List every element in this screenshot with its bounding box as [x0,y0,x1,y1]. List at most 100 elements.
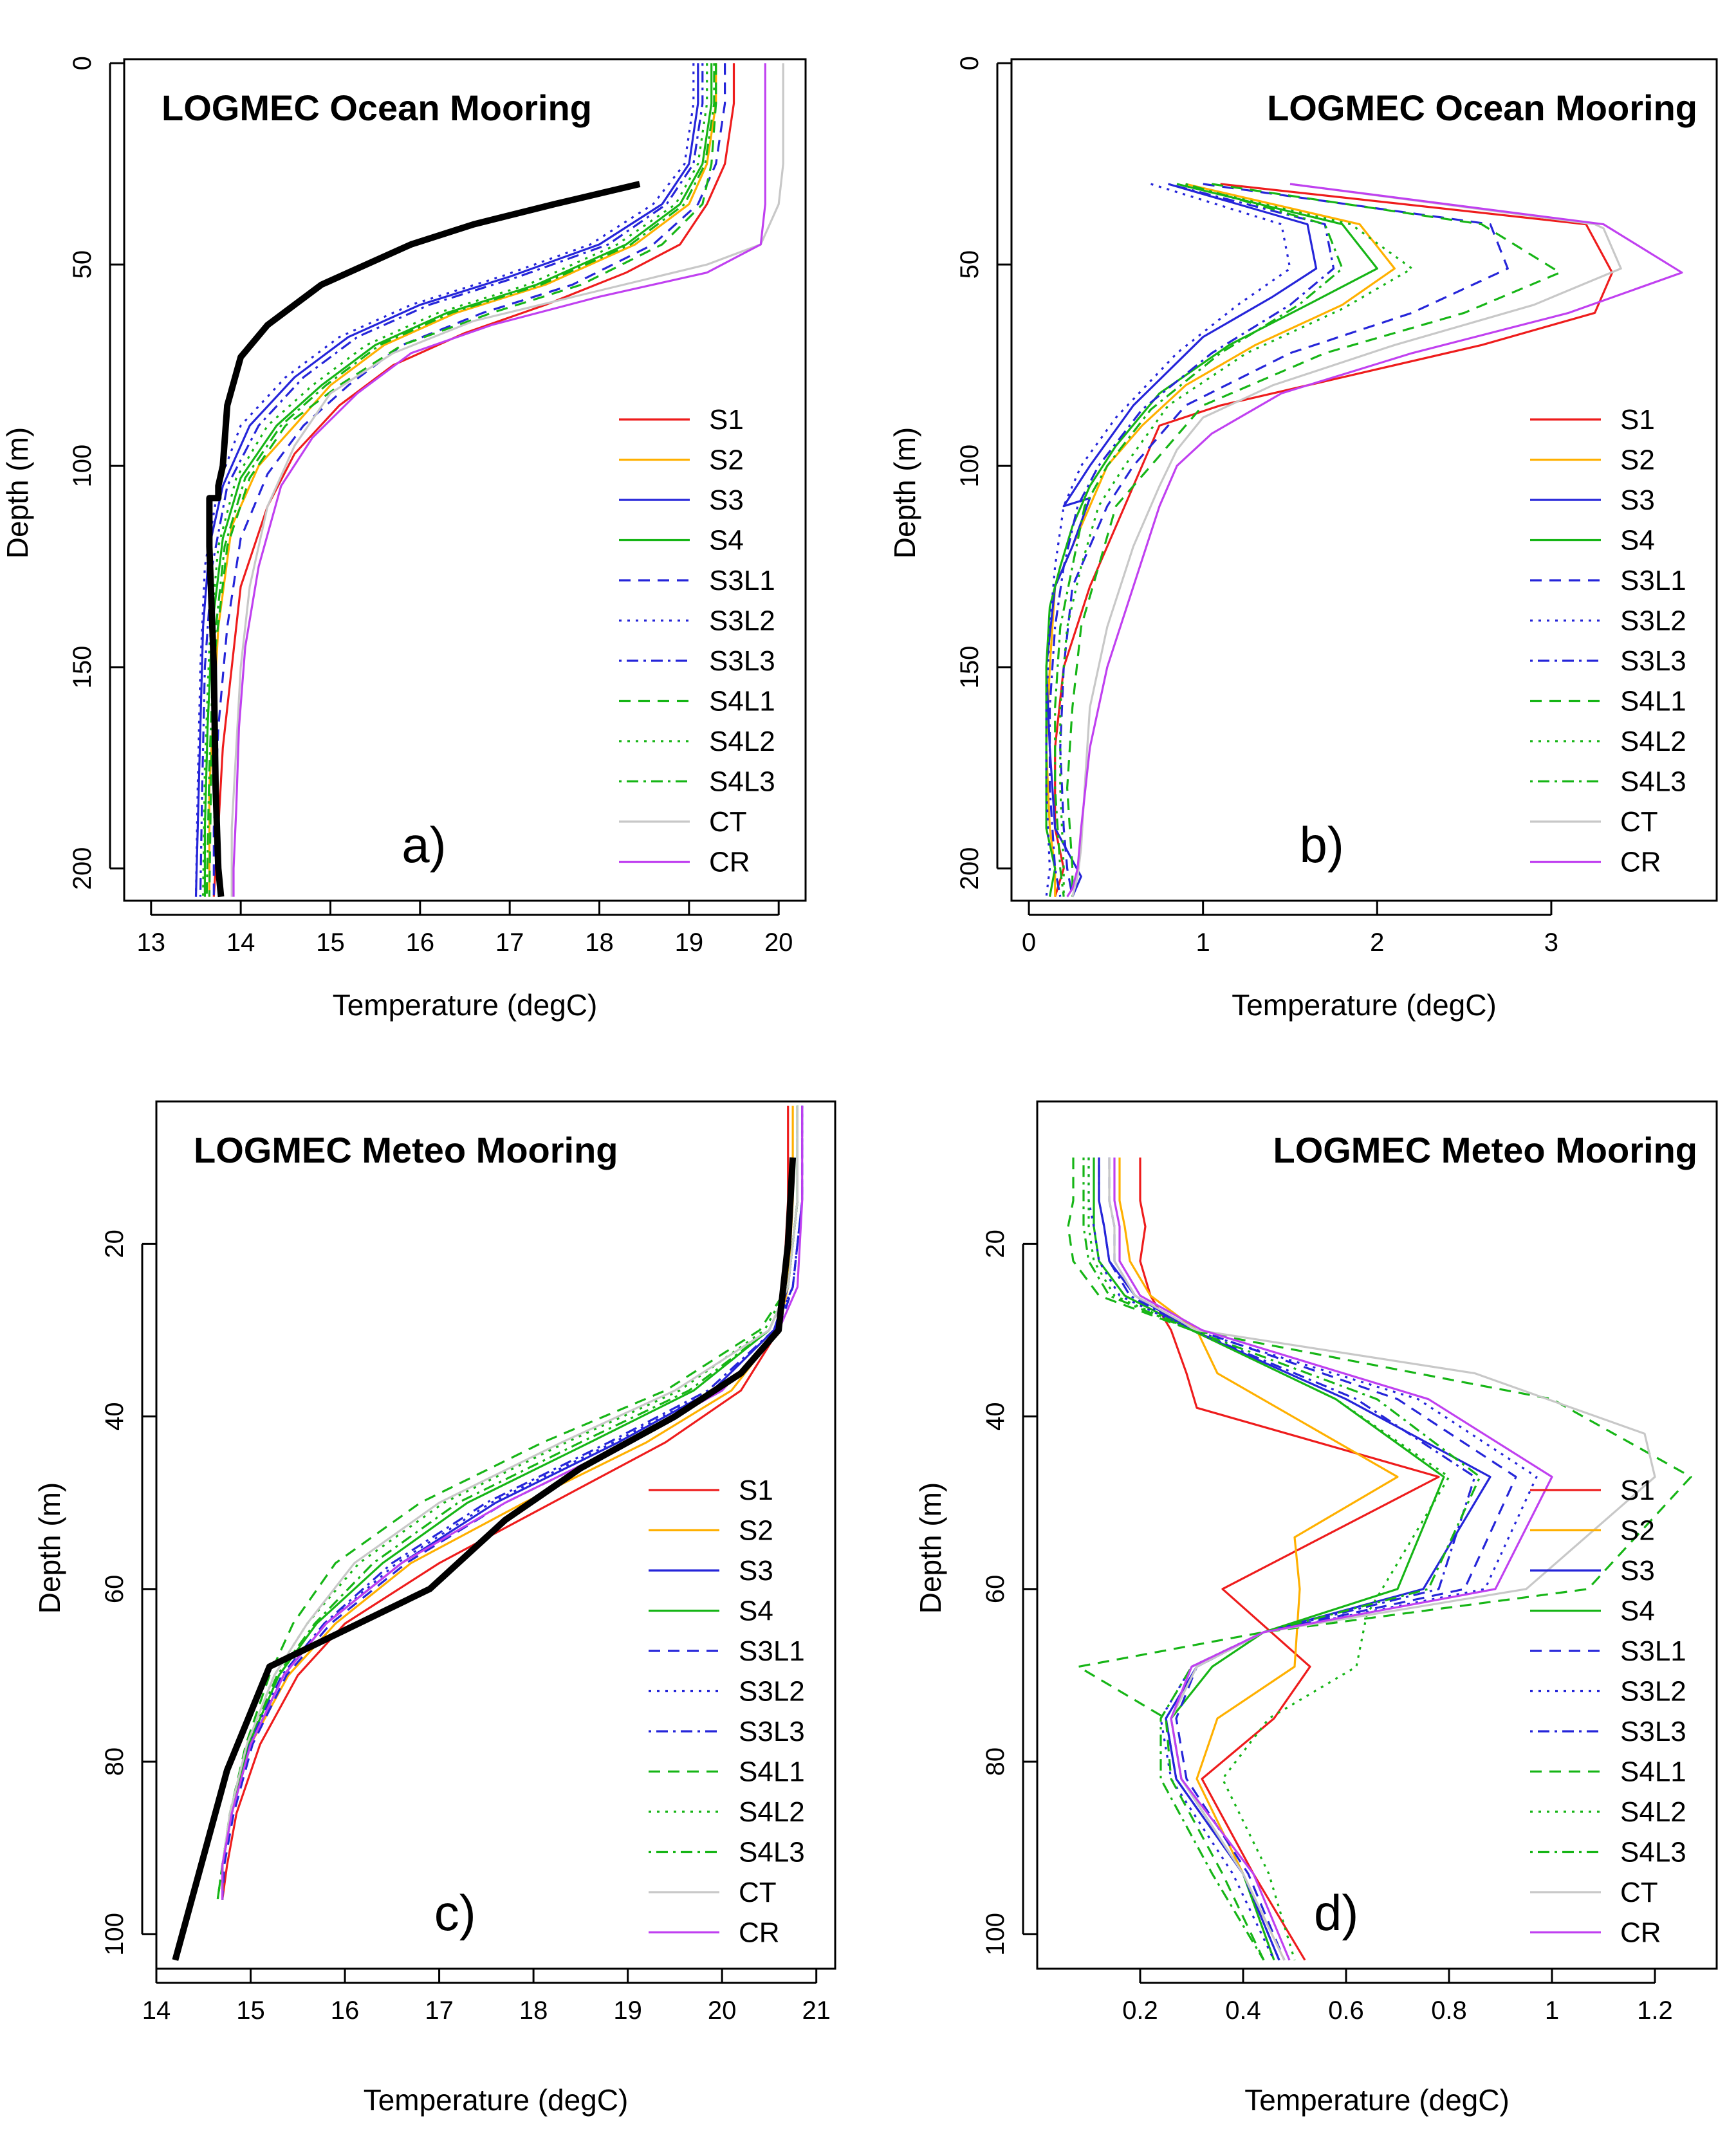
x-tick-label: 19 [675,928,704,957]
y-tick-label: 40 [981,1402,1010,1431]
x-tick-label: 15 [236,1996,265,2025]
panel-letter: b) [1300,816,1344,873]
legend-label-s3: S3 [1620,484,1655,516]
series-line-s3l2 [1087,1157,1538,1961]
series-line-s3l3 [1098,1157,1476,1961]
x-tick-label: 21 [802,1996,831,2025]
series-line-s4l1 [1066,183,1561,897]
series-line-s3l1 [1108,1157,1517,1961]
y-tick-label: 100 [956,445,984,488]
series-line-s3l3 [1048,183,1335,897]
plot-frame [155,1100,836,1970]
series-line-s1 [212,63,735,897]
legend-label-ct: CT [1620,1877,1658,1908]
legend: S1 S2 S3 S4 S3L1 S3L2 S3L3 S4L1 S4L2 S4L3 CT CR [1530,1475,1686,1949]
series-line-s4l3 [1054,183,1344,897]
panel-title: LOGMEC Ocean Mooring [162,87,592,128]
x-tick-label: 17 [495,928,524,957]
y-axis-label: Depth (m) [33,1482,66,1614]
series-line-s3l2 [194,63,695,897]
plot-frame [1010,58,1718,902]
legend-label-s4l1: S4L1 [1620,1756,1686,1788]
legend-label-s1: S1 [1620,404,1655,436]
y-axis-label: Depth (m) [914,1482,947,1614]
legend-label-s3l2: S3L2 [709,605,775,637]
x-tick-label: 18 [519,1996,548,2025]
legend-label-s2: S2 [739,1515,773,1547]
y-tick-label: 100 [100,1913,129,1956]
legend-label-s2: S2 [1620,1515,1655,1547]
plot-frame [1036,1100,1718,1970]
x-tick-label: 0.2 [1122,1996,1158,2025]
series-line-s4l1 [1067,1157,1692,1961]
x-tick-label: 13 [137,928,166,957]
series-line-ct [230,63,784,897]
series-line-s1 [1139,1157,1440,1961]
y-axis-label: Depth (m) [888,427,921,558]
x-tick-label: 14 [142,1996,171,2025]
x-tick-label: 18 [585,928,614,957]
legend: S1 S2 S3 S4 S3L1 S3L2 S3L3 S4L1 S4L2 S4L3 CT CR [649,1475,805,1949]
series-line-s4l2 [1059,183,1413,897]
series-line-s3 [221,1105,799,1900]
legend-label-s4l1: S4L1 [739,1756,805,1788]
series-line-s3l2 [1045,183,1291,897]
legend-label-s3l2: S3L2 [739,1676,805,1708]
panel-letter: a) [402,816,446,873]
x-tick-label: 0.8 [1431,1996,1467,2025]
legend-label-s3l3: S3L3 [1620,1716,1686,1747]
legend-label-s3: S3 [1620,1555,1655,1587]
legend-label-s4: S4 [1620,525,1655,557]
series-line-s3l2 [221,1105,804,1900]
x-tick-label: 19 [613,1996,642,2025]
x-tick-label: 2 [1370,928,1384,957]
x-tick-label: 15 [316,928,345,957]
y-tick-label: 150 [68,646,97,689]
observed-profile-line [172,1157,797,1961]
x-axis-label: Temperature (degC) [333,988,598,1022]
x-tick-label: 0.4 [1225,1996,1261,2025]
legend-label-s3l1: S3L1 [1620,565,1686,596]
x-axis-label: Temperature (degC) [364,2083,629,2117]
y-axis-label: Depth (m) [1,427,34,558]
legend-label-s3: S3 [709,484,744,516]
legend-label-s3l3: S3L3 [739,1716,805,1747]
x-tick-label: 16 [331,1996,360,2025]
legend-label-s4l3: S4L3 [709,766,775,798]
panel-title: LOGMEC Meteo Mooring [1273,1130,1697,1170]
panel-title: LOGMEC Meteo Mooring [194,1130,618,1170]
x-tick-label: 1.2 [1637,1996,1673,2025]
series-group [1045,183,1683,898]
x-tick-label: 16 [406,928,435,957]
series-line-s2 [1118,1157,1399,1961]
y-tick-label: 50 [68,250,97,279]
legend-label-s3l1: S3L1 [739,1635,805,1667]
series-line-cr [1113,1157,1553,1961]
legend: S1 S2 S3 S4 S3L1 S3L2 S3L3 S4L1 S4L2 S4L3 CT CR [1530,404,1686,878]
y-tick-label: 200 [956,847,984,890]
panel-letter: d) [1314,1884,1358,1941]
y-tick-label: 100 [981,1913,1010,1956]
x-tick-label: 20 [708,1996,737,2025]
y-tick-label: 0 [956,56,984,70]
legend-label-s3l2: S3L2 [1620,605,1686,637]
panel-1: 13 14 15 16 17 18 19 20050100150200Temperature … [1,56,807,1022]
x-axis-label: Temperature (degC) [1244,2083,1510,2117]
legend-label-s4l3: S4L3 [739,1837,805,1868]
x-tick-label: 1 [1545,1996,1559,2025]
legend-label-s4l2: S4L2 [1620,726,1686,757]
legend-label-s3l2: S3L2 [1620,1676,1686,1708]
plot-frame [123,58,807,902]
legend-label-s2: S2 [709,445,744,476]
y-tick-label: 80 [981,1747,1010,1776]
series-line-cr [232,63,766,897]
legend-label-s4l1: S4L1 [1620,686,1686,717]
y-tick-label: 60 [100,1575,129,1604]
series-line-s3 [1045,183,1318,898]
legend-label-s2: S2 [1620,445,1655,476]
series-line-ct [1108,1157,1656,1961]
legend-label-s4l2: S4L2 [709,726,775,757]
y-tick-label: 20 [981,1229,1010,1258]
series-line-ct [221,1105,799,1900]
